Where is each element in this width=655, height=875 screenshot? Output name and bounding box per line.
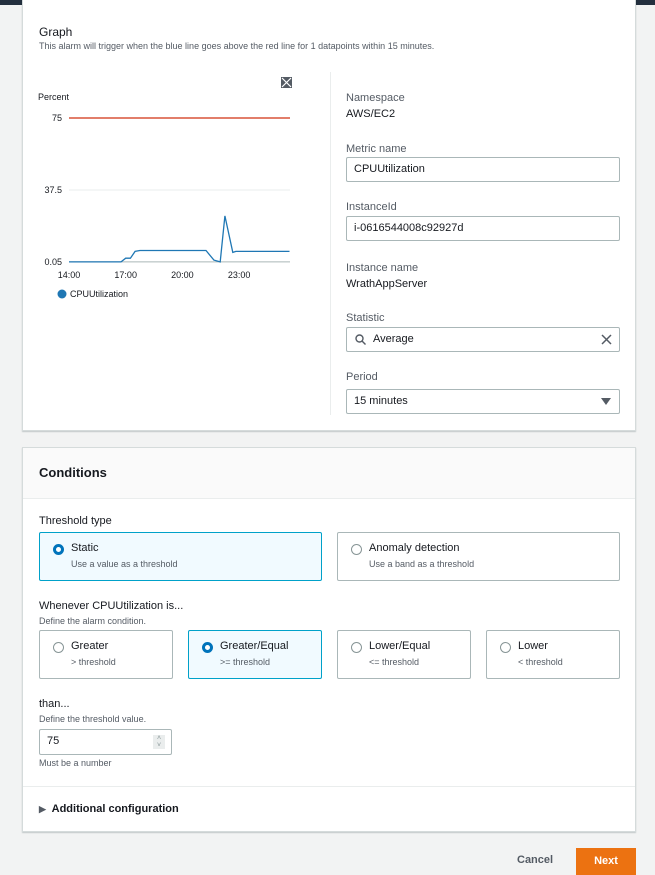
clear-icon[interactable] [601, 334, 612, 345]
whenever-description: Define the alarm condition. [39, 616, 147, 626]
x-tick-label: 14:00 [58, 270, 81, 280]
option-description: <= threshold [369, 657, 420, 667]
y-tick-label: 37.5 [44, 185, 62, 195]
operator-option-lower-equal[interactable]: Lower/Equal <= threshold [337, 630, 471, 679]
caret-right-icon: ▶ [39, 804, 46, 814]
option-title: Lower [518, 640, 548, 652]
x-tick-label: 17:00 [114, 270, 137, 280]
additional-configuration-toggle[interactable]: ▶ Additional configuration [39, 803, 179, 815]
statistic-input[interactable]: Average [346, 327, 620, 352]
number-stepper[interactable]: ˄ ˅ [153, 735, 165, 749]
period-label: Period [346, 371, 378, 383]
threshold-type-label: Threshold type [39, 515, 112, 527]
graph-description: This alarm will trigger when the blue li… [39, 41, 435, 51]
divider [23, 786, 635, 787]
option-description: < threshold [518, 657, 563, 667]
x-tick-label: 20:00 [171, 270, 194, 280]
statistic-value: Average [373, 333, 414, 345]
operator-option-greater-equal[interactable]: Greater/Equal >= threshold [188, 630, 322, 679]
instance-name-value: WrathAppServer [346, 278, 428, 290]
radio-button[interactable] [202, 642, 213, 653]
threshold-hint: Must be a number [39, 758, 112, 768]
conditions-title: Conditions [39, 465, 107, 480]
threshold-value-input[interactable]: 75 ˄ ˅ [39, 729, 172, 755]
cancel-button[interactable]: Cancel [517, 854, 554, 866]
operator-option-greater[interactable]: Greater > threshold [39, 630, 173, 679]
whenever-label: Whenever CPUUtilization is... [39, 600, 184, 612]
option-description: >= threshold [220, 657, 271, 667]
radio-button[interactable] [351, 544, 362, 555]
y-axis-label: Percent [38, 92, 70, 102]
y-tick-label: 75 [52, 113, 62, 123]
graph-title: Graph [39, 25, 73, 39]
metric-name-input[interactable]: CPUUtilization [346, 157, 620, 182]
instance-name-label: Instance name [346, 262, 419, 274]
caret-down-icon [601, 398, 611, 405]
radio-button[interactable] [351, 642, 362, 653]
threshold-value: 75 [47, 735, 60, 747]
option-description: > threshold [71, 657, 116, 667]
option-title: Greater [71, 640, 109, 652]
graph-panel: Graph This alarm will trigger when the b… [22, 0, 636, 431]
option-title: Anomaly detection [369, 542, 460, 554]
threshold-type-option-static[interactable]: Static Use a value as a threshold [39, 532, 322, 581]
instance-id-label: InstanceId [346, 201, 397, 213]
radio-button[interactable] [53, 642, 64, 653]
option-description: Use a band as a threshold [369, 559, 475, 569]
series-line-cpuutilization [69, 215, 290, 263]
statistic-label: Statistic [346, 312, 385, 324]
search-icon [355, 334, 366, 345]
option-title: Greater/Equal [220, 640, 289, 652]
additional-configuration-label: Additional configuration [51, 803, 179, 815]
expand-icon[interactable] [281, 77, 292, 88]
conditions-header: Conditions [23, 448, 635, 499]
divider [330, 72, 331, 415]
period-value: 15 minutes [354, 395, 408, 407]
option-title: Lower/Equal [369, 640, 431, 652]
radio-button[interactable] [500, 642, 511, 653]
next-button[interactable]: Next [576, 848, 636, 875]
than-label: than... [39, 698, 70, 710]
legend-label: CPUUtilization [70, 289, 128, 299]
metric-name-label: Metric name [346, 143, 407, 155]
operator-option-lower[interactable]: Lower < threshold [486, 630, 620, 679]
instance-id-input[interactable]: i-0616544008c92927d [346, 216, 620, 241]
option-title: Static [71, 542, 99, 554]
period-select[interactable]: 15 minutes [346, 389, 620, 414]
x-tick-label: 23:00 [228, 270, 251, 280]
than-description: Define the threshold value. [39, 714, 147, 724]
legend-swatch [57, 289, 67, 299]
y-tick-label: 0.05 [44, 257, 62, 267]
namespace-label: Namespace [346, 92, 405, 104]
conditions-panel: Conditions Threshold type Static Use a va… [22, 447, 636, 832]
radio-button[interactable] [53, 544, 64, 555]
option-description: Use a value as a threshold [71, 559, 178, 569]
threshold-type-option-anomaly-detection[interactable]: Anomaly detection Use a band as a thresho… [337, 532, 620, 581]
namespace-value: AWS/EC2 [346, 108, 396, 120]
